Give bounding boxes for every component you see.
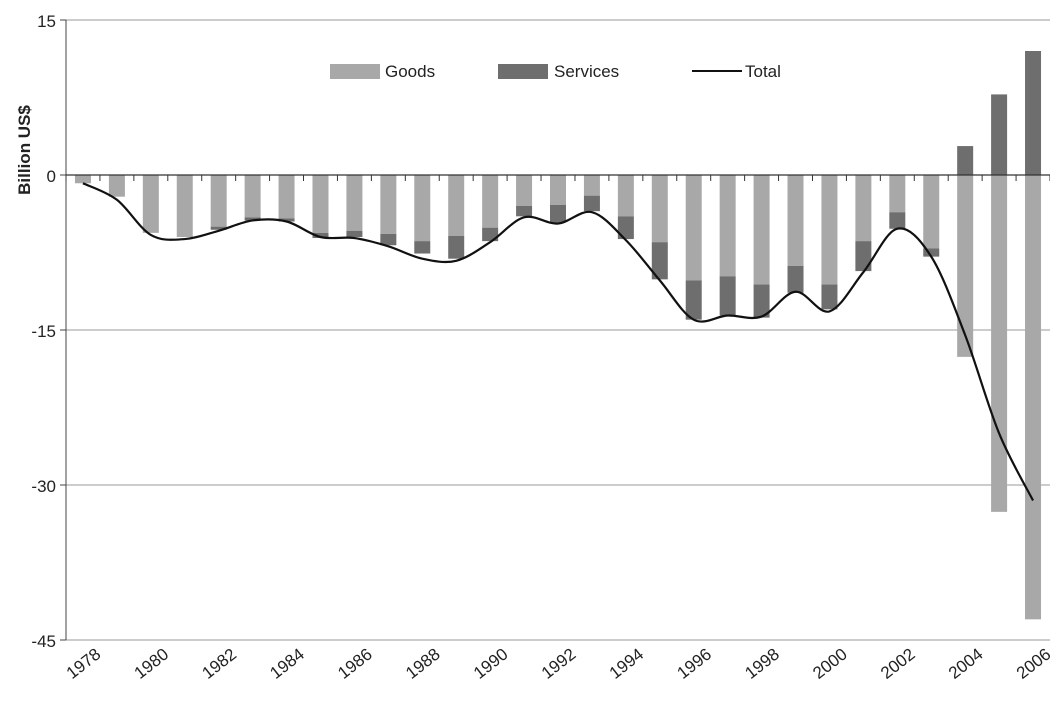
bar-services [380, 233, 397, 246]
x-tick-label: 1992 [538, 645, 580, 683]
x-tick-label: 2002 [877, 645, 919, 683]
bar-goods [957, 175, 974, 357]
bar-goods [278, 175, 295, 219]
x-tick-label: 2000 [809, 645, 851, 683]
bar-services [787, 265, 804, 293]
bar-goods [176, 175, 193, 237]
legend-goods-swatch [330, 64, 380, 79]
bar-services [889, 212, 906, 229]
bar-services [617, 216, 634, 240]
tick-labels: 15 0 -15 -30 -45 1978 1980 1982 1984 1986 1988 1990… [31, 12, 1050, 683]
bar-goods [346, 175, 363, 231]
bar-services [651, 242, 668, 280]
bar-goods [210, 175, 227, 227]
y-tick-label: -30 [31, 477, 56, 496]
bar-services [991, 94, 1008, 175]
bar-services [312, 232, 329, 239]
bar-services [414, 241, 431, 254]
grid-lines [66, 19, 1050, 641]
x-tick-label: 1996 [674, 645, 716, 683]
bar-goods [821, 175, 838, 285]
bar-services [346, 230, 363, 237]
x-tick-label: 1978 [63, 645, 105, 683]
x-tick-label: 2006 [1013, 645, 1050, 683]
bar-goods [685, 175, 702, 281]
bar-goods [889, 175, 906, 213]
bar-services [278, 218, 295, 222]
x-tick-label: 1986 [334, 645, 376, 683]
total-line [82, 182, 1035, 501]
bar-services [957, 146, 974, 175]
total-line-group [82, 182, 1035, 501]
bar-services [1025, 51, 1042, 175]
bar-goods [719, 175, 736, 277]
bar-goods [651, 175, 668, 243]
bar-goods [380, 175, 397, 234]
bar-goods [753, 175, 770, 285]
bar-services [448, 235, 465, 259]
y-tick-label: 15 [37, 12, 56, 31]
y-tick-label: -15 [31, 322, 56, 341]
x-tick-label: 1998 [741, 645, 783, 683]
legend-services-label: Services [554, 62, 619, 81]
x-tick-label: 1984 [266, 645, 308, 683]
x-tick-label: 1982 [199, 645, 241, 683]
bar-goods [414, 175, 431, 242]
bars [74, 51, 1042, 620]
bar-services [482, 227, 499, 242]
bar-services [821, 284, 838, 310]
legend: Goods Services Total [330, 62, 781, 81]
bar-goods [108, 175, 125, 197]
axes [60, 19, 1050, 641]
bar-goods [1025, 175, 1042, 620]
bar-goods [991, 175, 1008, 512]
legend-goods-label: Goods [385, 62, 435, 81]
bar-services [583, 195, 600, 212]
bar-services [550, 204, 566, 223]
bar-goods [787, 175, 804, 266]
y-tick-label: -45 [31, 632, 56, 651]
legend-services-swatch [498, 64, 548, 79]
bar-goods [550, 175, 566, 205]
bar-services [855, 241, 872, 272]
legend-total-label: Total [745, 62, 781, 81]
bar-goods [74, 175, 91, 184]
bar-services [753, 284, 770, 318]
bar-services [685, 280, 702, 320]
bar-goods [244, 175, 261, 218]
bar-services [210, 226, 227, 230]
bar-services [923, 248, 940, 257]
x-tick-label: 1988 [402, 645, 444, 683]
y-tick-label: 0 [47, 167, 56, 186]
bar-goods [312, 175, 329, 233]
bar-goods [583, 175, 600, 196]
x-tick-label: 2004 [945, 645, 987, 683]
y-axis-label: Billion US$ [15, 105, 34, 195]
bar-goods [855, 175, 872, 242]
x-tick-label: 1990 [470, 645, 512, 683]
bar-goods [617, 175, 634, 217]
x-tick-label: 1994 [606, 645, 648, 683]
bar-services [719, 276, 736, 316]
bar-services [516, 206, 533, 217]
bar-goods [516, 175, 533, 206]
bar-services [244, 217, 261, 221]
x-tick-label: 1980 [131, 645, 173, 683]
bar-goods [482, 175, 499, 228]
bar-goods [142, 175, 159, 233]
bar-goods [448, 175, 465, 236]
bar-goods [923, 175, 940, 249]
